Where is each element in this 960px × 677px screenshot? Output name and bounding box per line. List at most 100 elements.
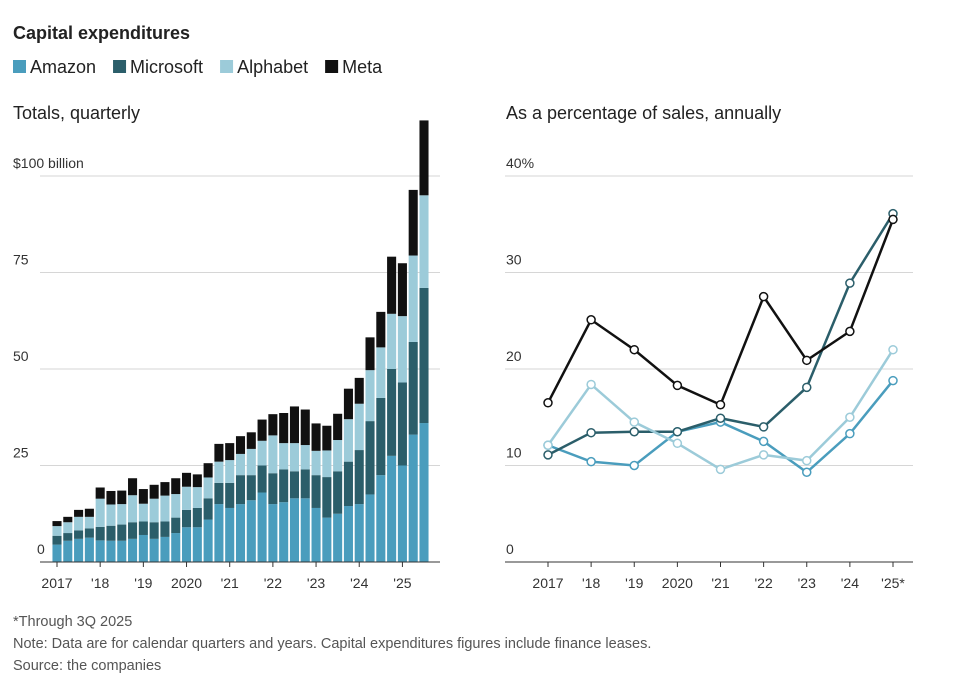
- bar-segment: [311, 475, 321, 508]
- bar-segment: [300, 469, 310, 499]
- bar-segment: [138, 489, 148, 504]
- line-point: [586, 456, 596, 467]
- bar-segment: [149, 538, 159, 562]
- bar-segment: [214, 504, 224, 562]
- bar-segment: [365, 494, 375, 562]
- line-point: [672, 438, 683, 449]
- bar-segment: [95, 526, 105, 541]
- y-tick-label: 25: [13, 445, 29, 461]
- bar-segment: [160, 482, 170, 496]
- line-point: [758, 450, 769, 460]
- bar-segment: [289, 443, 300, 472]
- bar-segment: [257, 419, 267, 441]
- bar-segment: [354, 450, 364, 505]
- bar-segment: [84, 537, 94, 562]
- x-tick-label: '23: [307, 575, 325, 591]
- legend-swatch: [113, 60, 127, 73]
- bar-segment: [225, 460, 235, 483]
- line-point: [845, 428, 855, 439]
- line-point: [629, 460, 639, 471]
- bar-segment: [419, 287, 429, 424]
- bar-segment: [408, 434, 418, 562]
- bar-segment: [419, 195, 429, 288]
- x-tick-label: 2020: [662, 575, 693, 591]
- bar-segment: [408, 189, 418, 256]
- bar-segment: [235, 475, 246, 505]
- y-tick-label: $100 billion: [13, 155, 84, 171]
- legend-label: Alphabet: [237, 57, 308, 77]
- bar-segment: [397, 263, 407, 317]
- x-tick-label: '25*: [881, 575, 905, 591]
- line-point: [845, 326, 855, 337]
- bar-segment: [171, 494, 181, 518]
- bar-segment: [95, 540, 105, 562]
- bar-segment: [333, 413, 343, 441]
- y-tick-label: 30: [506, 252, 522, 268]
- bar-segment: [160, 521, 170, 537]
- bar-segment: [225, 507, 235, 562]
- bar-segment: [203, 498, 213, 520]
- bar-segment: [117, 524, 127, 541]
- bar-segment: [354, 504, 364, 562]
- line-point: [586, 315, 596, 325]
- bar-segment: [203, 477, 213, 499]
- line-point: [715, 464, 726, 475]
- bar-segment: [160, 495, 170, 522]
- bar-segment: [397, 382, 407, 466]
- legend-swatch: [220, 60, 234, 73]
- bar-segment: [333, 471, 343, 514]
- bar-segment: [117, 504, 127, 525]
- bar-segment: [149, 498, 159, 523]
- bar-segment: [257, 440, 267, 466]
- bar-segment: [138, 521, 148, 535]
- bar-segment: [408, 255, 418, 342]
- bar-segment: [128, 478, 138, 496]
- bar-segment: [214, 482, 224, 505]
- bar-segment: [203, 463, 213, 478]
- bar-segment: [387, 455, 397, 562]
- bar-segment: [279, 443, 289, 470]
- bar-segment: [84, 508, 94, 517]
- bar-segment: [408, 341, 418, 435]
- bar-segment: [322, 450, 332, 478]
- bar-segment: [246, 432, 256, 449]
- bar-segment: [52, 521, 62, 527]
- x-tick-label: '24: [350, 575, 368, 591]
- bar-segment: [106, 540, 116, 562]
- line-point: [845, 278, 855, 288]
- bar-segment: [74, 530, 84, 539]
- legend-swatch: [325, 60, 339, 73]
- bar-segment: [214, 461, 224, 483]
- line-point: [543, 398, 553, 408]
- bar-segment: [181, 509, 192, 528]
- bar-segment: [376, 475, 386, 562]
- bar-segment: [387, 256, 397, 314]
- line-point: [758, 436, 769, 447]
- bar-segment: [257, 492, 267, 562]
- bar-segment: [63, 522, 73, 534]
- bar-segment: [343, 388, 353, 420]
- bar-segment: [387, 369, 397, 456]
- line-point: [845, 412, 855, 422]
- bar-segment: [387, 313, 397, 369]
- line-point: [888, 344, 898, 355]
- bar-segment: [63, 540, 73, 562]
- footnote: Source: the companies: [13, 658, 161, 674]
- bar-segment: [149, 522, 159, 539]
- bar-segment: [289, 406, 300, 444]
- legend-swatch: [13, 60, 26, 73]
- bar-segment: [181, 472, 192, 487]
- line-point: [758, 422, 769, 432]
- bar-segment: [235, 453, 246, 476]
- bar-segment: [365, 421, 375, 495]
- line-point: [802, 355, 812, 366]
- x-tick-label: '25: [393, 575, 411, 591]
- footnote: Note: Data are for calendar quarters and…: [13, 636, 651, 652]
- bar-segment: [63, 516, 73, 523]
- y-tick-label: 0: [37, 541, 45, 557]
- bar-segment: [419, 423, 429, 562]
- legend-label: Amazon: [30, 57, 96, 77]
- bar-segment: [365, 337, 375, 371]
- bar-segment: [225, 443, 235, 461]
- bar-segment: [289, 498, 300, 562]
